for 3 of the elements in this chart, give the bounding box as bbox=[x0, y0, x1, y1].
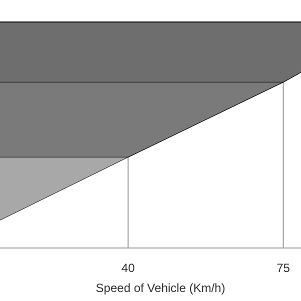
x-tick-label: 75 bbox=[276, 261, 290, 275]
x-tick-label: 40 bbox=[121, 261, 136, 275]
x-axis-title: Speed of Vehicle (Km/h) bbox=[96, 281, 226, 295]
